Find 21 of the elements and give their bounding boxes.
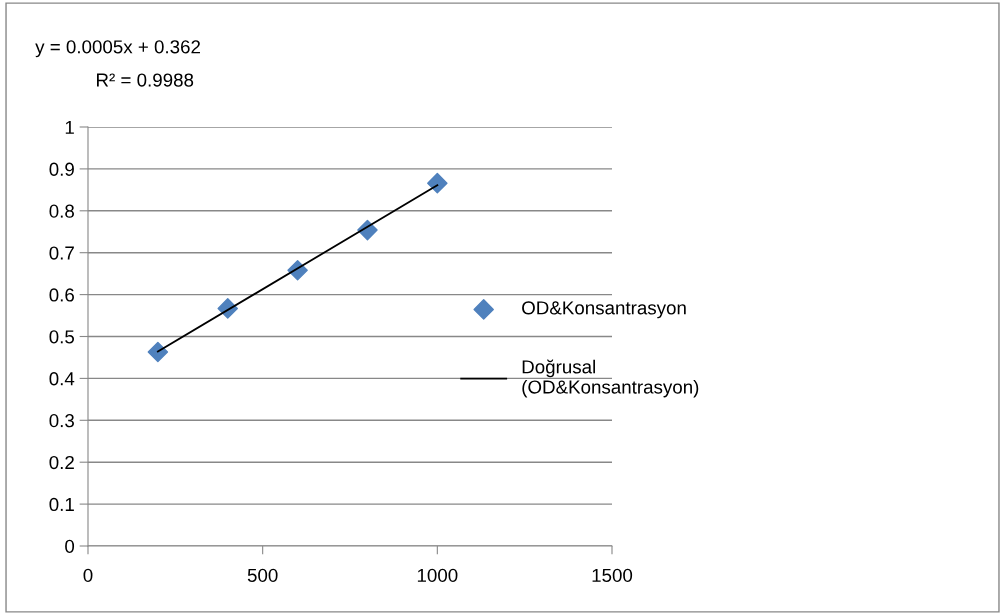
y-tick-label: 0.8 <box>49 204 74 218</box>
x-tick-label: 1000 <box>417 568 458 582</box>
text: R² = 0.9988 <box>97 73 194 87</box>
y-tick-label: 0.1 <box>49 497 74 512</box>
text: y = 0.0005x + 0.362 <box>35 40 200 58</box>
y-tick-label: 0.9 <box>49 162 74 176</box>
y-tick-label: 0.6 <box>49 288 74 302</box>
y-tick-label: 0.7 <box>49 246 74 260</box>
x-tick-label: 1500 <box>592 568 633 582</box>
x-tick-label: 0 <box>83 568 93 582</box>
x-tick-label: 500 <box>247 568 278 582</box>
y-tick-label: 0.4 <box>49 372 75 386</box>
legend-label: Doğrusal (OD&Konsantrasyon) <box>522 359 699 398</box>
point <box>147 341 169 363</box>
y-tick-label: 1 <box>65 120 74 134</box>
y-tick-label: 0 <box>65 539 75 553</box>
y-tick-label: 0.2 <box>49 455 74 470</box>
y-tick-label: 0.5 <box>49 330 75 344</box>
y-tick-label: 0.3 <box>49 414 74 428</box>
point <box>427 172 448 194</box>
legend-label: OD&Konsantrasyon <box>522 301 686 319</box>
